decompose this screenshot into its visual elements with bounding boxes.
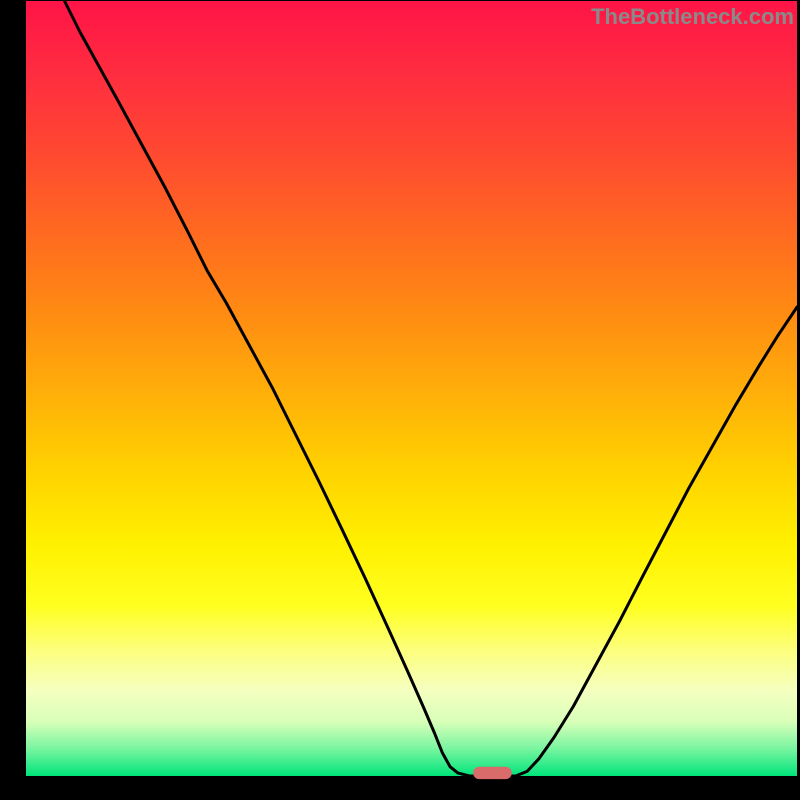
optimal-marker [473, 767, 512, 779]
watermark-text: TheBottleneck.com [591, 4, 794, 30]
plot-area [26, 1, 797, 776]
chart-svg [0, 0, 800, 800]
chart-outer: TheBottleneck.com [0, 0, 800, 800]
